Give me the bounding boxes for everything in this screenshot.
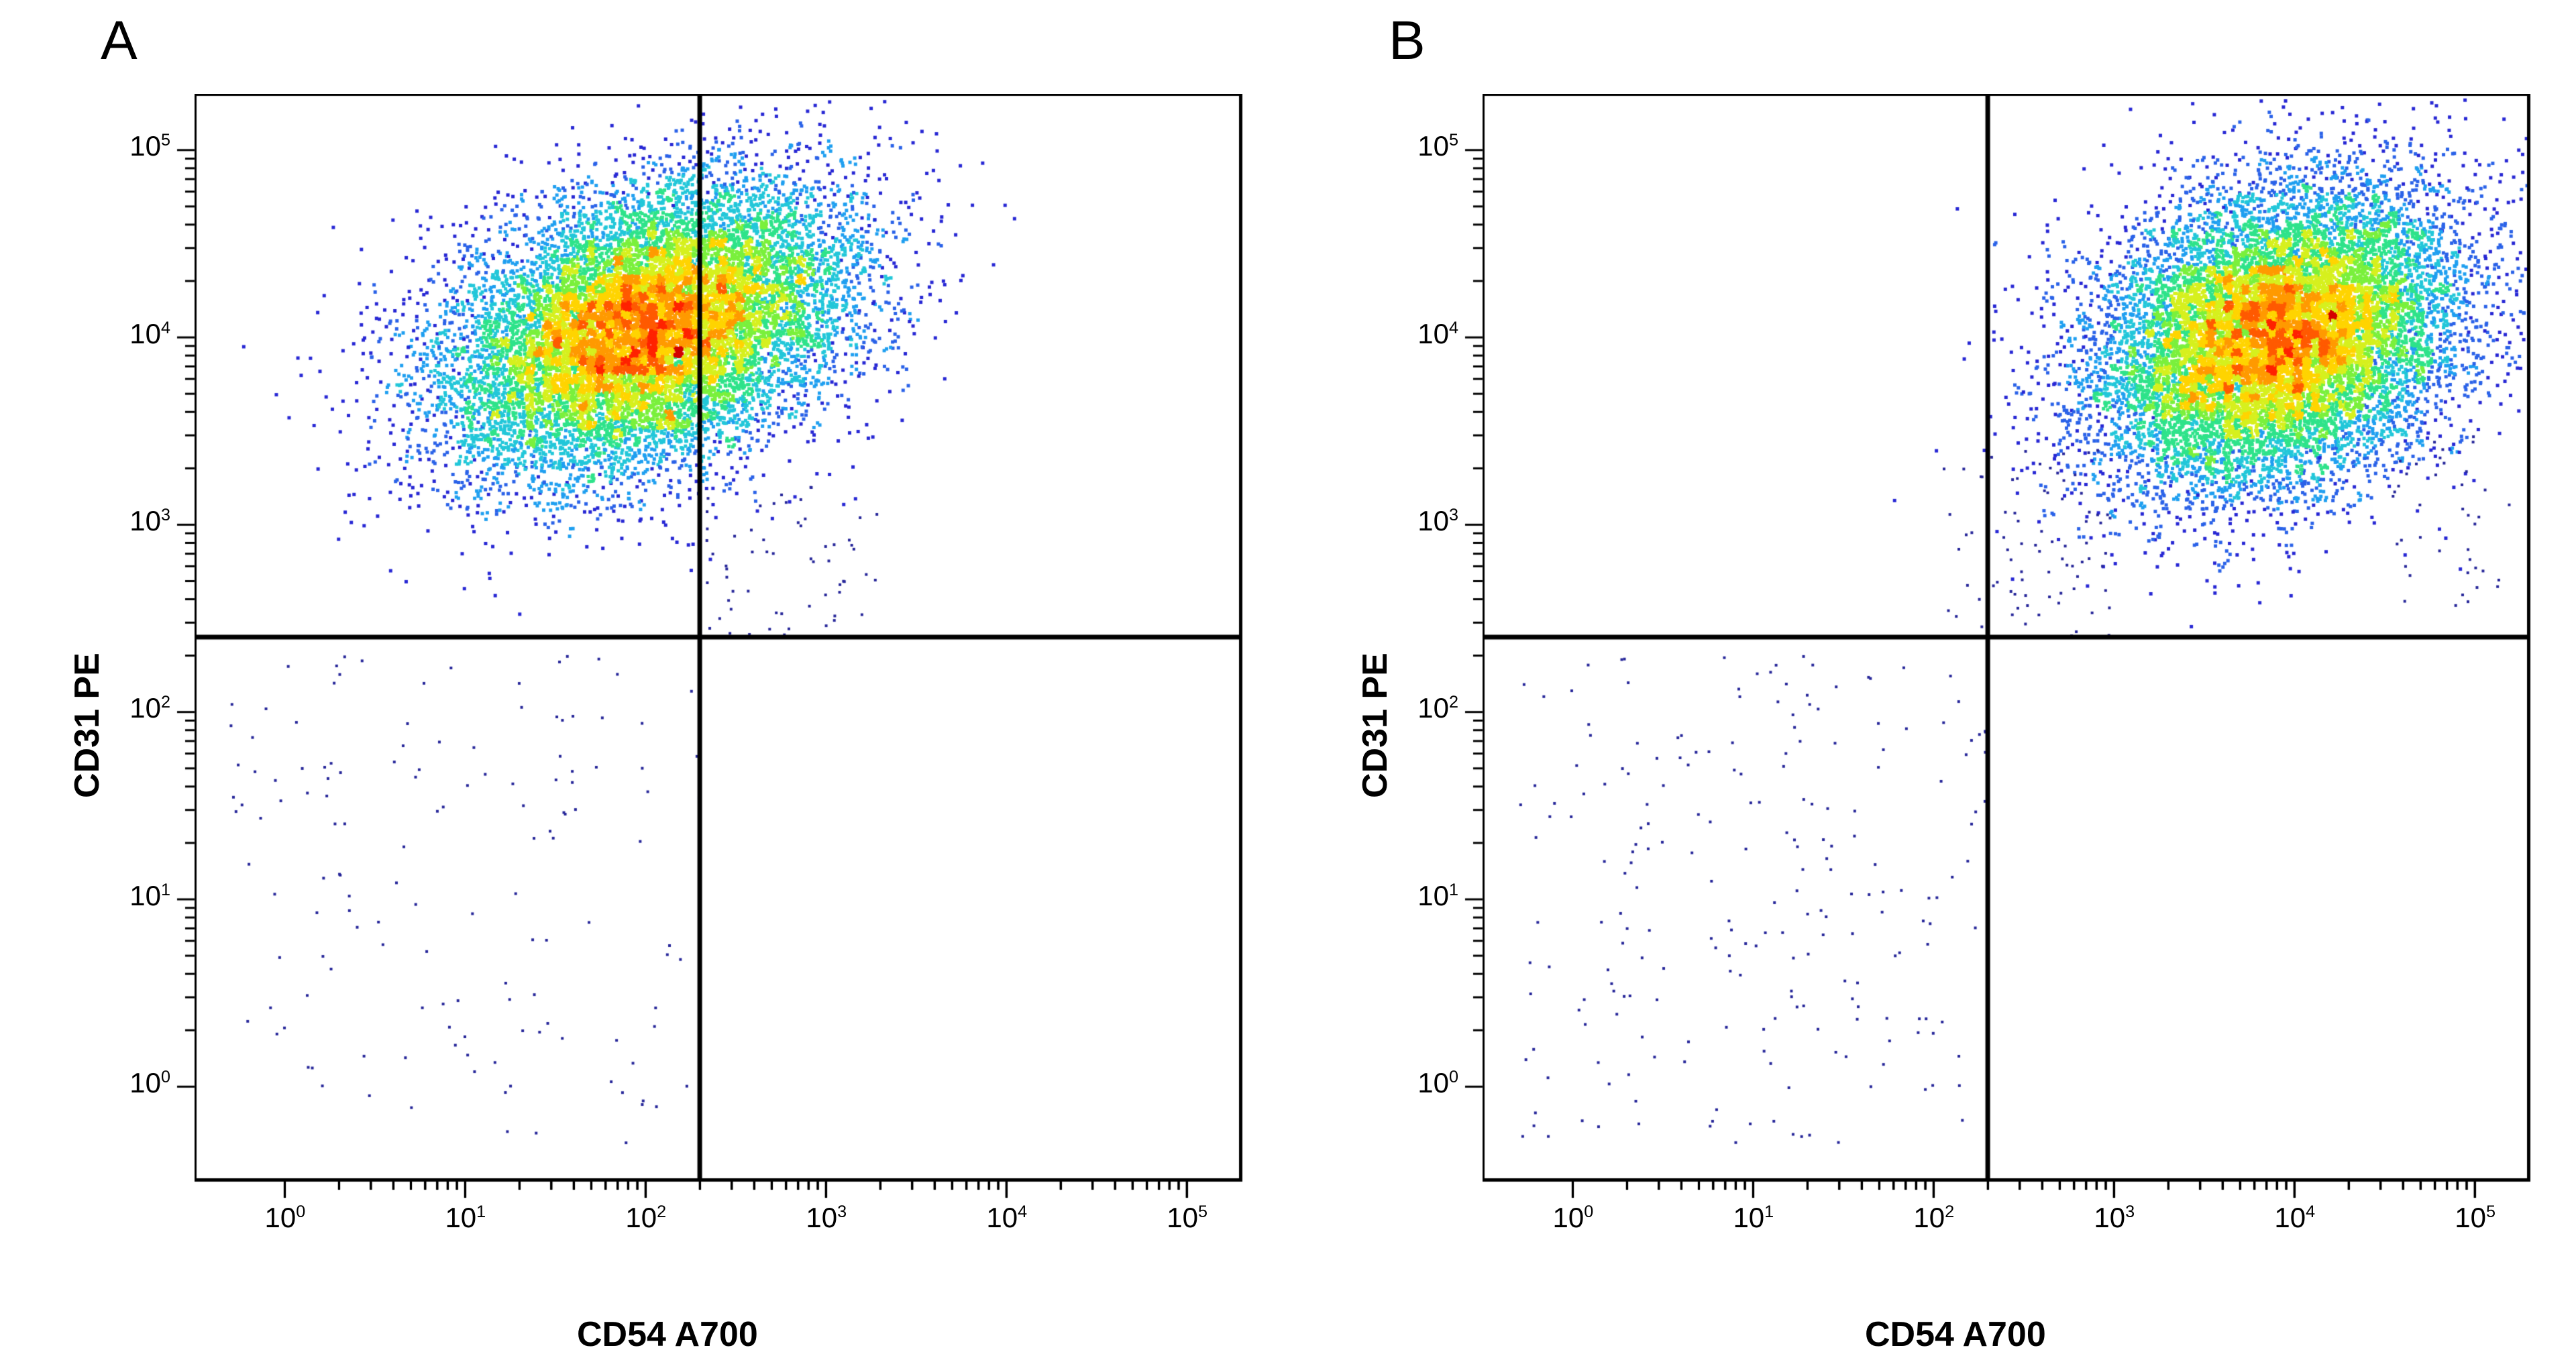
y-axis-label: CD31 PE (1355, 653, 1395, 798)
y-axis-label: CD31 PE (67, 653, 107, 798)
x-tick-label: 104 (2274, 1202, 2315, 1234)
plot-area: 100100101101102102103103104104105105 (1483, 94, 2529, 1180)
y-tick-label: 103 (110, 505, 170, 537)
x-tick-label: 105 (1167, 1202, 1208, 1234)
y-tick-label: 101 (110, 880, 170, 912)
x-tick-label: 103 (2094, 1202, 2135, 1234)
x-axis-label: CD54 A700 (577, 1314, 758, 1355)
x-tick-label: 102 (1913, 1202, 1954, 1234)
x-tick-label: 103 (806, 1202, 847, 1234)
panel-letter: A (101, 9, 138, 72)
x-tick-label: 101 (445, 1202, 486, 1234)
x-tick-label: 101 (1733, 1202, 1774, 1234)
y-tick-label: 105 (110, 130, 170, 162)
y-tick-label: 102 (110, 692, 170, 724)
y-tick-label: 102 (1398, 692, 1458, 724)
panel-letter: B (1389, 9, 1426, 72)
x-tick-label: 100 (1552, 1202, 1593, 1234)
x-tick-label: 105 (2455, 1202, 2496, 1234)
y-tick-label: 101 (1398, 880, 1458, 912)
scatter-panel-a: ACD31 PECD54 A70010010010110110210210310… (0, 0, 1288, 1356)
y-tick-label: 100 (110, 1067, 170, 1099)
x-tick-label: 104 (986, 1202, 1027, 1234)
y-tick-label: 104 (1398, 318, 1458, 350)
x-tick-label: 100 (264, 1202, 305, 1234)
y-tick-label: 104 (110, 318, 170, 350)
axis-ticks-canvas (168, 94, 1268, 1234)
x-tick-label: 102 (625, 1202, 666, 1234)
y-tick-label: 100 (1398, 1067, 1458, 1099)
y-tick-label: 105 (1398, 130, 1458, 162)
y-tick-label: 103 (1398, 505, 1458, 537)
x-axis-label: CD54 A700 (1865, 1314, 2046, 1355)
scatter-panel-b: BCD31 PECD54 A70010010010110110210210310… (1288, 0, 2576, 1356)
axis-ticks-canvas (1456, 94, 2556, 1234)
plot-area: 100100101101102102103103104104105105 (195, 94, 1241, 1180)
